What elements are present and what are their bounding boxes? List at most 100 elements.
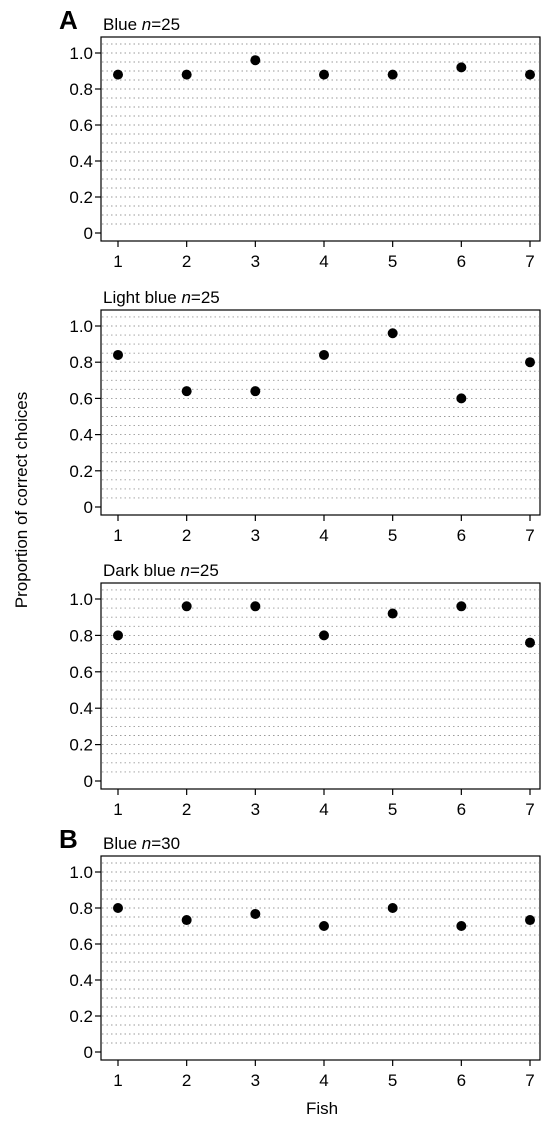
chart-data.2.title-suffix: =25	[190, 561, 219, 580]
chart-data.3.y-tick-label: 0.6	[69, 935, 93, 954]
chart-data.2.x-tick-label: 5	[388, 800, 397, 819]
chart-data.2.x-tick-label: 7	[525, 800, 534, 819]
chart-data.2.y-tick-label: 0.2	[69, 736, 93, 755]
chart-data.1.x-tick-label: 6	[457, 526, 466, 545]
chart-data.2.data-point	[456, 601, 467, 612]
chart-data.3.title-n: n	[142, 834, 151, 853]
x-axis-title: Fish	[306, 1099, 338, 1118]
chart-data.1.x-tick-label: 1	[113, 526, 122, 545]
chart-data.2.y-tick-label: 0	[84, 772, 93, 791]
chart-data.1.data-point	[456, 393, 467, 404]
chart-data.3.data-point	[181, 915, 192, 926]
chart-data.1.y-tick-label: 0.4	[69, 426, 93, 445]
chart-data.2.data-point	[250, 601, 261, 612]
chart-data.3.title-prefix: Blue	[103, 834, 142, 853]
panel-1: 0 0.2 0.4 0.6 0.8 1.0 1 2 3 4 5 6 7 A Blue n=25	[59, 5, 541, 271]
chart-data.3.y-tick-label: 1.0	[69, 863, 93, 882]
chart-data.1.title-prefix: Light blue	[103, 288, 181, 307]
chart-data.2.x-tick-label: 6	[457, 800, 466, 819]
chart-data.3.x-tick-label: 4	[319, 1071, 328, 1090]
chart-data.2.data-point	[525, 637, 535, 648]
chart-data.2.data-point	[181, 601, 192, 612]
y-axis-title: Proportion of correct choices	[12, 392, 31, 608]
chart-data.0.title-prefix: Blue	[103, 15, 142, 34]
chart-data.3.x-tick-label: 5	[388, 1071, 397, 1090]
chart-data.1.y-tick-label: 0.6	[69, 389, 93, 408]
chart-data.3.data-point	[387, 903, 398, 913]
chart-data.0.data-point	[113, 69, 123, 80]
chart-data.0.y-tick-label: 0.4	[69, 152, 93, 171]
chart-data.2.x-tick-label: 1	[113, 800, 122, 819]
chart-data.3.data-point	[250, 908, 261, 919]
chart-data.3.x-tick-label: 1	[113, 1071, 122, 1090]
chart-data.1.data-point	[319, 349, 329, 360]
chart-data.1.data-point	[387, 328, 398, 339]
chart-data.2.x-tick-label: 2	[182, 800, 191, 819]
chart-data.0.y-tick-label: 0.2	[69, 188, 93, 207]
chart-data.0.panel-letter: A	[59, 5, 78, 35]
chart-data.2.x-tick-label: 4	[319, 800, 328, 819]
chart-data.0.x-tick-label: 4	[319, 252, 328, 271]
chart-data.1.y-tick-label: 0	[84, 498, 93, 517]
chart-data.2.panel-title: Dark blue n=25	[103, 561, 219, 580]
chart-data.1.x-tick-label: 3	[251, 526, 260, 545]
chart-data.3.panel-letter: B	[59, 824, 78, 854]
chart-data.1.x-tick-label: 2	[182, 526, 191, 545]
chart-data.1.data-point	[113, 349, 123, 360]
chart-data.0.data-point	[181, 69, 192, 80]
chart-data.0.title-suffix: =25	[151, 15, 180, 34]
chart-data.2.y-tick-label: 1.0	[69, 590, 93, 609]
chart-data.2.y-tick-label: 0.6	[69, 663, 93, 682]
chart-data.0.panel-title: Blue n=25	[103, 15, 180, 34]
chart-data.0.plot-frame	[100, 36, 541, 242]
chart-data.3.title-suffix: =30	[151, 834, 180, 853]
panel-2: 0 0.2 0.4 0.6 0.8 1.0 1 2 3 4 5 6 7 Light blue n=25	[69, 288, 541, 545]
chart-data.3.y-tick-label: 0.8	[69, 899, 93, 918]
chart-data.3.y-tick-label: 0.2	[69, 1007, 93, 1026]
chart-data.2.data-point	[387, 608, 398, 619]
chart-data.2.data-point	[319, 630, 329, 641]
chart-data.3.plot-frame	[100, 855, 541, 1061]
chart-data.1.data-point	[250, 386, 261, 397]
chart-data.0.data-point	[250, 55, 261, 66]
chart-data.0.data-point	[456, 62, 467, 73]
chart-data.2.x-tick-label: 3	[251, 800, 260, 819]
chart-data.1.x-tick-label: 4	[319, 526, 328, 545]
chart-data.2.y-tick-label: 0.4	[69, 699, 93, 718]
chart-data.1.title-suffix: =25	[191, 288, 220, 307]
chart-data.3.data-point	[525, 915, 535, 926]
chart-data.0.data-point	[319, 69, 329, 80]
chart-data.0.y-tick-label: 0.8	[69, 80, 93, 99]
chart-data.1.plot-frame	[100, 309, 541, 516]
chart-data.0.x-tick-label: 2	[182, 252, 191, 271]
chart-data.2.data-point	[113, 630, 123, 641]
chart-data.1.title-n: n	[181, 288, 190, 307]
chart-data.1.panel-title: Light blue n=25	[103, 288, 220, 307]
chart-data.2.y-tick-label: 0.8	[69, 626, 93, 645]
chart-data.3.y-tick-label: 0.4	[69, 971, 93, 990]
panel-4: 0 0.2 0.4 0.6 0.8 1.0 1 2 3 4 5 6 7 B Blue n=30	[59, 824, 541, 1090]
chart-data.0.x-tick-label: 3	[251, 252, 260, 271]
chart-data.3.x-tick-label: 2	[182, 1071, 191, 1090]
panel-3: 0 0.2 0.4 0.6 0.8 1.0 1 2 3 4 5 6 7 Dark blue n=25	[69, 561, 541, 819]
chart-data.0.x-tick-label: 1	[113, 252, 122, 271]
chart-data.0.x-tick-label: 6	[457, 252, 466, 271]
chart-data.3.data-point	[113, 903, 123, 913]
chart-data.1.data-point	[181, 386, 192, 397]
chart-data.3.data-point	[456, 921, 467, 931]
chart-data.1.x-tick-label: 7	[525, 526, 534, 545]
chart-data.0.y-tick-label: 1.0	[69, 44, 93, 63]
chart-data.0.x-tick-label: 7	[525, 252, 534, 271]
chart-data.1.data-point	[525, 357, 535, 368]
chart-data.3.x-tick-label: 3	[251, 1071, 260, 1090]
chart-data.3.x-tick-label: 7	[525, 1071, 534, 1090]
chart-data.2.title-n: n	[180, 561, 189, 580]
chart-data.0.title-n: n	[142, 15, 151, 34]
chart-data.3.y-tick-label: 0	[84, 1043, 93, 1062]
chart-data.0.data-point	[387, 69, 398, 80]
chart-data.1.y-tick-label: 0.8	[69, 353, 93, 372]
chart-data.3.panel-title: Blue n=30	[103, 834, 180, 853]
chart-data.2.plot-frame	[100, 582, 541, 790]
